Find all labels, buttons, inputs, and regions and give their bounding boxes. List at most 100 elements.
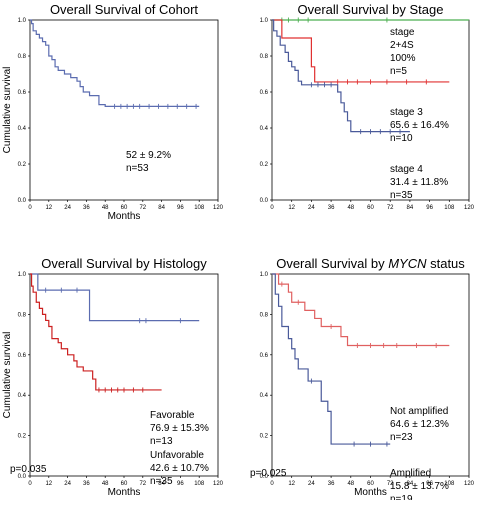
- chart-cohort: Overall Survival of Cohort 0.0 0.2 0.4 0.6 0.…: [2, 2, 224, 222]
- series-annotation: Amplified: [390, 468, 431, 479]
- x-axis-label: Months: [108, 487, 141, 498]
- x-tick-label: 96: [426, 205, 433, 211]
- chart-title: Overall Survival by Histology: [41, 256, 207, 271]
- y-tick-label: 0.6: [18, 90, 27, 96]
- y-tick-label: 0.4: [18, 393, 27, 399]
- survival-curve: [272, 19, 450, 83]
- y-tick-label: 0.8: [18, 54, 27, 60]
- p-value: p=0.035: [10, 464, 47, 475]
- y-tick-label: 0.8: [260, 54, 269, 60]
- survival-curve: [30, 273, 162, 391]
- x-tick-label: 0: [28, 205, 32, 211]
- y-tick-label: 0.4: [260, 393, 269, 399]
- series-annotation: Favorable: [150, 410, 195, 421]
- series-annotation: n=53: [126, 163, 149, 174]
- y-tick-label: 0.0: [18, 198, 27, 204]
- panel-cohort: Overall Survival of Cohort 0.0 0.2 0.4 0.6 0.…: [0, 0, 240, 250]
- series-annotation: n=19: [390, 494, 413, 500]
- x-tick-label: 48: [102, 205, 109, 211]
- x-tick-label: 108: [444, 205, 455, 211]
- title-part: MYCN: [388, 256, 427, 271]
- series-annotation: Not amplified: [390, 406, 448, 417]
- title-part: Overall Survival by: [276, 256, 388, 271]
- series-annotation: n=5: [390, 66, 407, 77]
- y-tick-label: 1.0: [18, 272, 27, 278]
- y-tick-label: 0.0: [18, 474, 27, 480]
- x-tick-label: 48: [347, 481, 354, 487]
- x-tick-label: 120: [213, 205, 224, 211]
- x-tick-label: 36: [328, 481, 335, 487]
- y-tick-label: 0.8: [18, 312, 27, 318]
- x-tick-label: 60: [121, 205, 128, 211]
- plot-frame: [29, 273, 219, 477]
- series-annotation: stage 3: [390, 107, 423, 118]
- y-tick-label: 0.8: [260, 312, 269, 318]
- chart-title: Overall Survival by Stage: [298, 2, 444, 17]
- x-tick-label: 60: [367, 205, 374, 211]
- title-part: status: [426, 256, 465, 271]
- x-tick-label: 96: [177, 481, 184, 487]
- series-annotation: n=10: [390, 133, 413, 144]
- y-tick-label: 0.2: [260, 162, 269, 168]
- x-tick-label: 12: [45, 205, 52, 211]
- x-tick-label: 108: [444, 481, 455, 487]
- x-tick-label: 12: [288, 205, 295, 211]
- series-annotation: n=35: [150, 476, 173, 487]
- panel-stage: Overall Survival by Stage 0.0 0.2 0.4 0.6 0.8…: [240, 0, 481, 250]
- chart-histology: Overall Survival by Histology 0.0 0.2 0.4 0.…: [2, 256, 224, 498]
- survival-curve: [272, 273, 450, 347]
- x-tick-label: 72: [139, 205, 146, 211]
- x-tick-label: 84: [407, 481, 414, 487]
- x-axis-label: Months: [354, 487, 387, 498]
- x-tick-label: 72: [139, 481, 146, 487]
- series-annotation: stage 4: [390, 164, 423, 175]
- panel-histology: Overall Survival by Histology 0.0 0.2 0.4 0.…: [0, 250, 240, 500]
- y-tick-label: 0.4: [260, 126, 269, 132]
- y-tick-label: 0.2: [260, 434, 269, 440]
- series-annotation: 42.6 ± 10.7%: [150, 463, 209, 474]
- y-tick-label: 0.6: [260, 353, 269, 359]
- series-annotation: 15.8 ± 13.7%: [390, 481, 449, 492]
- x-tick-label: 108: [194, 481, 205, 487]
- series-annotation: 64.6 ± 12.3%: [390, 419, 449, 430]
- x-tick-label: 48: [102, 481, 109, 487]
- p-value: p=0.025: [250, 468, 287, 479]
- survival-curve: [272, 273, 391, 445]
- y-tick-label: 1.0: [260, 18, 269, 24]
- y-tick-label: 0.2: [18, 162, 27, 168]
- x-tick-label: 96: [426, 481, 433, 487]
- y-tick-label: 0.0: [260, 198, 269, 204]
- x-axis-label: Months: [108, 211, 141, 222]
- chart-title: Overall Survival of Cohort: [50, 2, 198, 17]
- x-tick-label: 72: [387, 481, 394, 487]
- x-tick-label: 96: [177, 205, 184, 211]
- y-tick-label: 1.0: [18, 18, 27, 24]
- series-annotation: n=23: [390, 432, 413, 443]
- x-tick-label: 120: [464, 481, 475, 487]
- x-tick-label: 72: [387, 205, 394, 211]
- y-tick-label: 0.6: [18, 353, 27, 359]
- x-tick-label: 60: [367, 481, 374, 487]
- x-tick-label: 24: [308, 481, 315, 487]
- y-tick-label: 0.6: [260, 90, 269, 96]
- x-tick-label: 60: [121, 481, 128, 487]
- x-tick-label: 36: [328, 205, 335, 211]
- x-tick-label: 120: [464, 205, 475, 211]
- series-annotation: 76.9 ± 15.3%: [150, 423, 209, 434]
- series-annotation: stage: [390, 27, 415, 38]
- plot-frame: [271, 19, 470, 201]
- series-annotation: 52 ± 9.2%: [126, 150, 171, 161]
- series-annotation: 31.4 ± 11.8%: [390, 177, 448, 188]
- panel-mycn: Overall Survival by MYCN status 0.0 0.2 0.4…: [240, 250, 481, 505]
- x-tick-label: 24: [64, 481, 71, 487]
- survival-curve: [272, 19, 410, 133]
- x-tick-label: 0: [28, 481, 32, 487]
- plot-frame: [29, 19, 219, 201]
- x-tick-label: 84: [158, 205, 165, 211]
- survival-curve: [30, 19, 200, 107]
- series-annotation: n=35: [390, 190, 413, 201]
- x-tick-label: 24: [64, 205, 71, 211]
- y-tick-label: 0.4: [18, 126, 27, 132]
- y-axis-label: Cumulative survival: [2, 67, 13, 154]
- x-tick-label: 48: [347, 205, 354, 211]
